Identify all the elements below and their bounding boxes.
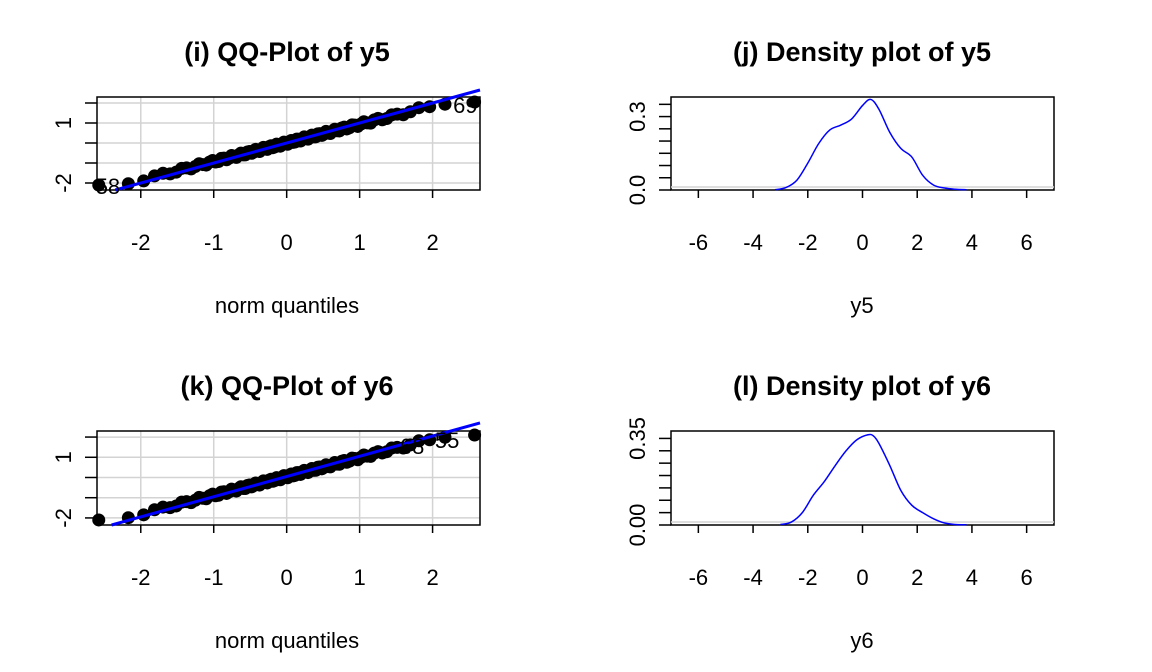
outlier-label: 55 bbox=[435, 428, 459, 453]
x-axis-label: norm quantiles bbox=[215, 628, 359, 653]
qq-point bbox=[468, 95, 482, 109]
x-tick-label: 0 bbox=[281, 230, 293, 255]
x-tick-label: -6 bbox=[689, 230, 709, 255]
panel-qq-y6: (k) QQ-Plot of y6 68 55 -2 -1 0 1 2 -2 1 norm … bbox=[51, 371, 482, 653]
x-tick-label: 1 bbox=[354, 565, 366, 590]
y-axis-ticks: 0.00 0.35 bbox=[625, 417, 671, 546]
y-axis-ticks: 0.0 0.3 bbox=[625, 101, 671, 205]
panel-qq-y5: (i) QQ-Plot of y5 69 58 -2 -1 0 1 2 -2 1 norm … bbox=[51, 37, 482, 318]
y-tick-label: 0.0 bbox=[625, 175, 650, 206]
qq-reference-line bbox=[114, 88, 481, 192]
y-tick-label: 1 bbox=[51, 451, 76, 463]
y-tick-label: 0.00 bbox=[625, 504, 650, 547]
outlier-label: 69 bbox=[453, 93, 477, 118]
outlier-label: 58 bbox=[96, 174, 120, 199]
qq-reference-line bbox=[111, 421, 481, 527]
x-tick-label: 2 bbox=[911, 565, 923, 590]
x-tick-label: 1 bbox=[354, 230, 366, 255]
qq-point bbox=[468, 428, 482, 442]
x-tick-label: 4 bbox=[966, 230, 978, 255]
x-tick-label: 2 bbox=[426, 230, 438, 255]
x-tick-label: 4 bbox=[966, 565, 978, 590]
qq-point bbox=[92, 178, 106, 192]
outlier-label: 68 bbox=[400, 434, 424, 459]
x-tick-label: 0 bbox=[281, 565, 293, 590]
panel-density-y6: (l) Density plot of y6 -6 -4 -2 0 2 4 6 0.000.… bbox=[625, 371, 1055, 653]
density-curve bbox=[780, 433, 967, 526]
x-tick-label: -1 bbox=[204, 565, 224, 590]
x-tick-label: -2 bbox=[798, 565, 818, 590]
plot-box bbox=[670, 430, 1055, 526]
x-tick-label: -6 bbox=[689, 565, 709, 590]
x-axis-ticks: -6 -4 -2 0 2 4 6 bbox=[689, 190, 1033, 255]
x-tick-label: -4 bbox=[743, 565, 763, 590]
x-tick-label: 6 bbox=[1021, 230, 1033, 255]
y-tick-label: 0.35 bbox=[625, 417, 650, 460]
chart-title: (k) QQ-Plot of y6 bbox=[180, 371, 393, 401]
density-curve bbox=[774, 98, 967, 191]
x-axis-ticks: -6 -4 -2 0 2 4 6 bbox=[689, 525, 1033, 590]
chart-title: (i) QQ-Plot of y5 bbox=[184, 37, 390, 67]
x-axis-label: y6 bbox=[850, 628, 873, 653]
chart-title: (l) Density plot of y6 bbox=[733, 371, 991, 401]
y-tick-label: -2 bbox=[51, 173, 76, 193]
x-tick-label: 2 bbox=[426, 565, 438, 590]
outlier-labels: 69 58 bbox=[96, 93, 478, 199]
chart-title: (j) Density plot of y5 bbox=[733, 37, 991, 67]
x-axis-label: y5 bbox=[850, 293, 873, 318]
x-tick-label: -4 bbox=[743, 230, 763, 255]
qq-point bbox=[92, 513, 106, 527]
y-axis-ticks: -2 1 bbox=[51, 436, 97, 528]
y-axis-ticks: -2 1 bbox=[51, 102, 97, 193]
x-tick-label: 6 bbox=[1021, 565, 1033, 590]
x-axis-ticks: -2 -1 0 1 2 bbox=[131, 190, 439, 255]
plot-box bbox=[670, 96, 1055, 191]
y-tick-label: -2 bbox=[51, 508, 76, 528]
x-tick-label: -1 bbox=[204, 230, 224, 255]
x-axis-label: norm quantiles bbox=[215, 293, 359, 318]
outlier-labels: 68 55 bbox=[400, 428, 460, 459]
y-tick-label: 0.3 bbox=[625, 101, 650, 132]
x-tick-label: 0 bbox=[856, 565, 868, 590]
y-tick-label: 1 bbox=[51, 117, 76, 129]
panel-density-y5: (j) Density plot of y5 -6 -4 -2 0 2 4 6 0.0 0.3… bbox=[625, 37, 1055, 318]
x-axis-ticks: -2 -1 0 1 2 bbox=[131, 525, 439, 590]
x-tick-label: -2 bbox=[131, 230, 151, 255]
x-tick-label: -2 bbox=[798, 230, 818, 255]
x-tick-label: 0 bbox=[856, 230, 868, 255]
x-tick-label: 2 bbox=[911, 230, 923, 255]
x-tick-label: -2 bbox=[131, 565, 151, 590]
